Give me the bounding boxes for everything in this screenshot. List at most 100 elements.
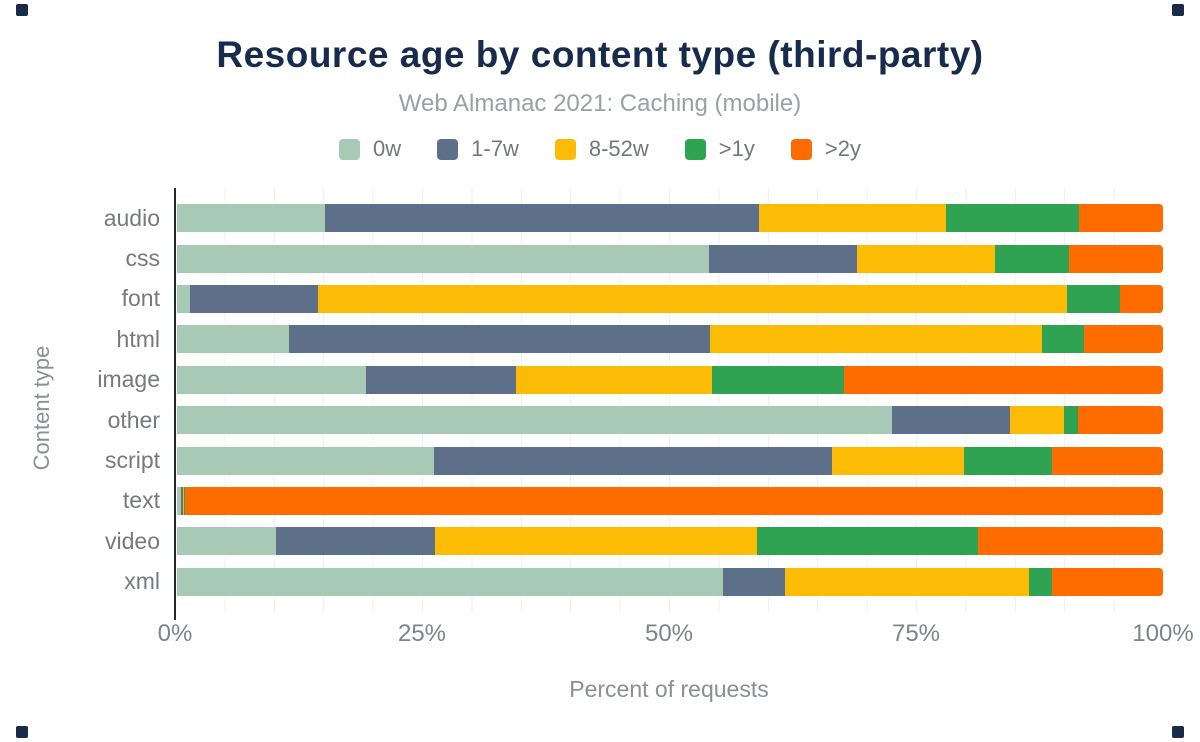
segment-text-1-7w[interactable] <box>180 486 183 515</box>
segment-script->2y[interactable] <box>1051 446 1163 475</box>
segment-text->1y[interactable] <box>183 486 185 515</box>
segment-image->2y[interactable] <box>844 365 1163 394</box>
x-axis-tick-labels: 0% 25% 50% 75% 100% <box>158 620 1194 650</box>
chart-subtitle: Web Almanac 2021: Caching (mobile) <box>398 90 802 117</box>
segment-font->2y[interactable] <box>1119 284 1163 313</box>
segment-image-8-52w[interactable] <box>516 365 713 394</box>
stacked-bar-other[interactable] <box>177 406 1163 435</box>
y-axis-category-labels: audio css font html image other script text vide… <box>0 198 160 602</box>
segment-video-0w[interactable] <box>177 527 276 556</box>
segment-font-0w[interactable] <box>177 284 190 313</box>
legend-item-8-52w: 8-52w <box>554 136 649 161</box>
stacked-bar-xml[interactable] <box>177 567 1163 596</box>
x-tick-100%: 100% <box>1132 620 1194 647</box>
x-tick-0%: 0% <box>157 620 193 647</box>
segment-css->1y[interactable] <box>995 244 1070 273</box>
bar-row-other <box>177 400 1163 440</box>
category-label-other: other <box>107 406 160 433</box>
corner-mark-top-right <box>1172 4 1184 16</box>
y-axis-line <box>174 188 176 620</box>
bar-row-video <box>177 521 1163 561</box>
segment-script->1y[interactable] <box>963 446 1052 475</box>
segment-other-1-7w[interactable] <box>891 406 1011 435</box>
legend-label: 8-52w <box>588 136 649 161</box>
x-axis-title: Percent of requests <box>569 676 769 702</box>
segment-font-8-52w[interactable] <box>317 284 1068 313</box>
segment-other->2y[interactable] <box>1078 406 1163 435</box>
segment-xml-1-7w[interactable] <box>723 567 786 596</box>
segment-font->1y[interactable] <box>1067 284 1120 313</box>
segment-text->2y[interactable] <box>184 486 1163 515</box>
segment-css-8-52w[interactable] <box>857 244 996 273</box>
segment-audio->1y[interactable] <box>946 204 1080 233</box>
category-label-html: html <box>116 325 160 352</box>
stacked-bar-script[interactable] <box>177 446 1163 475</box>
legend-label: 0w <box>373 136 402 161</box>
segment-css-1-7w[interactable] <box>709 244 858 273</box>
segment-font-1-7w[interactable] <box>189 284 318 313</box>
stacked-bar-css[interactable] <box>177 244 1163 273</box>
stacked-bar-video[interactable] <box>177 527 1163 556</box>
segment-audio-0w[interactable] <box>177 204 325 233</box>
segment-script-8-52w[interactable] <box>831 446 964 475</box>
segment-other->1y[interactable] <box>1064 406 1079 435</box>
bar-row-xml <box>177 562 1163 602</box>
corner-mark-top-left <box>16 4 28 16</box>
segment-text-8-52w[interactable] <box>182 486 184 515</box>
segment-html->2y[interactable] <box>1084 325 1163 354</box>
bar-row-audio <box>177 198 1163 238</box>
segment-audio-1-7w[interactable] <box>324 204 759 233</box>
segment-text-0w[interactable] <box>177 486 181 515</box>
stacked-bar-font[interactable] <box>177 284 1163 313</box>
segment-other-0w[interactable] <box>177 406 892 435</box>
legend-swatch-icon <box>437 138 459 160</box>
segment-video-8-52w[interactable] <box>435 527 757 556</box>
plot-area <box>177 198 1163 602</box>
segment-image->1y[interactable] <box>712 365 845 394</box>
bar-row-css <box>177 238 1163 278</box>
segment-video-1-7w[interactable] <box>275 527 436 556</box>
legend-label: >2y <box>824 136 861 161</box>
segment-html-0w[interactable] <box>177 325 290 354</box>
legend-label: >1y <box>718 136 755 161</box>
segment-css-0w[interactable] <box>177 244 710 273</box>
segment-xml->2y[interactable] <box>1051 567 1163 596</box>
segment-html-8-52w[interactable] <box>710 325 1042 354</box>
segment-xml->1y[interactable] <box>1028 567 1052 596</box>
stacked-bar-text[interactable] <box>177 486 1163 515</box>
chart-title: Resource age by content type (third-part… <box>216 34 984 75</box>
segment-image-1-7w[interactable] <box>366 365 517 394</box>
category-label-script: script <box>105 447 160 474</box>
segment-css->2y[interactable] <box>1069 244 1163 273</box>
segment-html-1-7w[interactable] <box>289 325 711 354</box>
legend-swatch-icon <box>554 138 576 160</box>
segment-xml-0w[interactable] <box>177 567 724 596</box>
stacked-bar-image[interactable] <box>177 365 1163 394</box>
category-label-css: css <box>125 245 161 272</box>
segment-image-0w[interactable] <box>177 365 367 394</box>
category-label-xml: xml <box>124 568 160 595</box>
bar-row-html <box>177 319 1163 359</box>
segment-script-1-7w[interactable] <box>434 446 832 475</box>
category-label-image: image <box>97 366 160 393</box>
corner-mark-bottom-right <box>1172 726 1184 738</box>
x-tick-25%: 25% <box>397 620 447 647</box>
legend-item-0w: 0w <box>339 138 401 160</box>
bar-row-script <box>177 440 1163 480</box>
segment-xml-8-52w[interactable] <box>785 567 1029 596</box>
segment-audio->2y[interactable] <box>1079 204 1163 233</box>
segment-video->2y[interactable] <box>977 527 1163 556</box>
stacked-bar-audio[interactable] <box>177 204 1163 233</box>
category-label-video: video <box>105 527 160 554</box>
bar-row-text <box>177 481 1163 521</box>
segment-other-8-52w[interactable] <box>1010 406 1065 435</box>
y-axis-title: Content type <box>29 345 54 471</box>
segment-script-0w[interactable] <box>177 446 435 475</box>
legend-swatch-icon <box>684 138 706 160</box>
segment-video->1y[interactable] <box>756 527 978 556</box>
x-tick-50%: 50% <box>644 620 694 647</box>
segment-audio-8-52w[interactable] <box>758 204 947 233</box>
segment-html->1y[interactable] <box>1041 325 1085 354</box>
stacked-bar-html[interactable] <box>177 325 1163 354</box>
